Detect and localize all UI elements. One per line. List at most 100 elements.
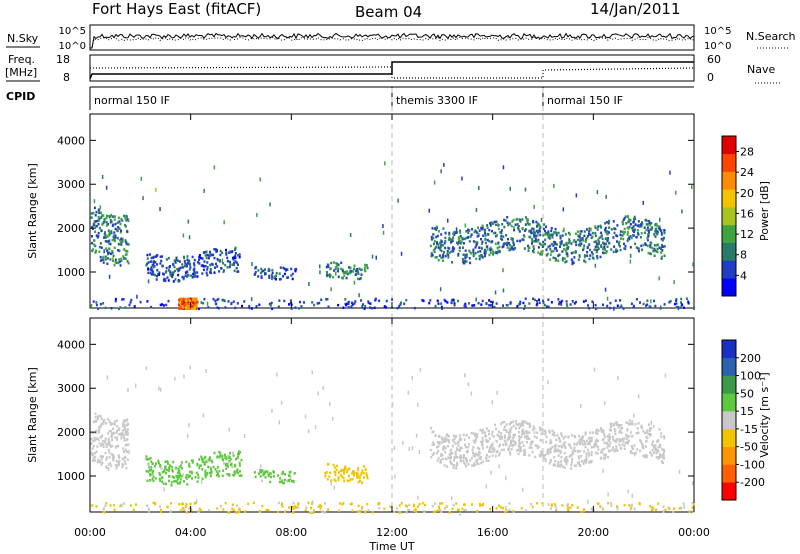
- heatmap-cell: [238, 461, 241, 465]
- heatmap-cell: [653, 299, 655, 303]
- heatmap-cell: [548, 237, 551, 240]
- heatmap-cell: [589, 431, 592, 434]
- heatmap-cell: [563, 459, 566, 462]
- heatmap-cell: [195, 303, 198, 307]
- heatmap-cell: [207, 465, 210, 469]
- heatmap-cell: [680, 506, 683, 510]
- heatmap-cell: [628, 225, 631, 229]
- heatmap-cell: [333, 269, 336, 272]
- heatmap-cell: [213, 271, 216, 274]
- heatmap-cell: [547, 236, 550, 239]
- heatmap-cell: [231, 503, 234, 506]
- heatmap-cell: [378, 506, 381, 510]
- heatmap-cell: [119, 306, 122, 309]
- heatmap-cell: [655, 230, 658, 233]
- heatmap-cell: [254, 475, 257, 479]
- heatmap-cell: [329, 471, 332, 474]
- heatmap-cell: [195, 499, 198, 504]
- heatmap-cell: [365, 474, 368, 477]
- heatmap-cell: [526, 221, 529, 224]
- heatmap-cell: [481, 256, 484, 259]
- heatmap-cell: [105, 458, 108, 461]
- heatmap-cell: [576, 506, 579, 509]
- heatmap-cell: [492, 250, 495, 253]
- heatmap-cell: [618, 438, 621, 441]
- heatmap-cell: [95, 249, 97, 252]
- heatmap-cell: [494, 454, 497, 458]
- heatmap-cell: [240, 458, 243, 462]
- heatmap-cell: [204, 475, 207, 479]
- heatmap-cell: [634, 423, 637, 426]
- heatmap-cell: [402, 440, 404, 445]
- heatmap-cell: [639, 439, 642, 442]
- heatmap-cell: [373, 306, 376, 310]
- heatmap-cell: [152, 479, 155, 483]
- heatmap-cell: [576, 230, 579, 233]
- heatmap-cell: [342, 277, 345, 280]
- heatmap-cell: [436, 234, 439, 238]
- heatmap-cell: [267, 473, 270, 476]
- heatmap-cell: [442, 227, 445, 230]
- heatmap-cell: [290, 479, 293, 483]
- heatmap-cell: [460, 446, 463, 450]
- heatmap-cell: [183, 374, 185, 379]
- heatmap-cell: [126, 230, 129, 233]
- heatmap-cell: [612, 423, 615, 427]
- heatmap-cell: [544, 242, 546, 246]
- heatmap-cell: [518, 431, 521, 434]
- heatmap-cell: [571, 460, 574, 463]
- heatmap-cell: [126, 433, 129, 436]
- heatmap-cell: [488, 239, 491, 243]
- heatmap-cell: [606, 304, 609, 308]
- heatmap-cell: [430, 238, 433, 241]
- heatmap-cell: [107, 432, 109, 435]
- heatmap-cell: [187, 300, 190, 303]
- heatmap-cell: [606, 239, 609, 243]
- heatmap-cell: [161, 471, 164, 474]
- heatmap-cell: [570, 467, 573, 470]
- heatmap-cell: [109, 462, 112, 465]
- heatmap-cell: [182, 509, 185, 512]
- heatmap-cell: [544, 458, 547, 461]
- heatmap-cell: [385, 306, 387, 309]
- heatmap-cell: [188, 507, 191, 510]
- heatmap-cell: [289, 301, 292, 305]
- heatmap-cell: [604, 454, 607, 458]
- heatmap-cell: [530, 442, 533, 446]
- heatmap-cell: [661, 244, 663, 247]
- heatmap-cell: [626, 239, 629, 243]
- heatmap-cell: [491, 442, 494, 446]
- heatmap-cell: [106, 214, 108, 218]
- heatmap-cell: [398, 511, 401, 514]
- heatmap-cell: [205, 271, 208, 274]
- heatmap-cell: [590, 507, 593, 511]
- heatmap-cell: [107, 467, 110, 471]
- heatmap-cell: [660, 435, 663, 438]
- heatmap-cell: [629, 246, 632, 249]
- heatmap-cell: [323, 511, 326, 514]
- heatmap-cell: [214, 248, 217, 251]
- heatmap-cell: [469, 261, 472, 265]
- heatmap-cell: [146, 253, 149, 257]
- heatmap-cell: [504, 219, 507, 222]
- heatmap-cell: [574, 232, 577, 235]
- heatmap-cell: [328, 475, 331, 478]
- heatmap-cell: [350, 305, 353, 308]
- heatmap-cell: [431, 443, 434, 446]
- heatmap-cell: [158, 273, 161, 276]
- heatmap-cell: [95, 301, 98, 304]
- heatmap-cell: [477, 250, 480, 254]
- heatmap-cell: [522, 421, 525, 425]
- heatmap-cell: [661, 249, 664, 252]
- heatmap-cell: [448, 511, 451, 514]
- heatmap-cell: [660, 247, 662, 250]
- noise-search-line: [90, 36, 695, 49]
- heatmap-cell: [479, 504, 482, 507]
- heatmap-cell: [584, 431, 587, 435]
- heatmap-cell: [578, 255, 581, 258]
- heatmap-cell: [672, 510, 675, 513]
- heatmap-cell: [465, 260, 468, 263]
- heatmap-cell: [429, 244, 432, 248]
- heatmap-cell: [541, 253, 543, 256]
